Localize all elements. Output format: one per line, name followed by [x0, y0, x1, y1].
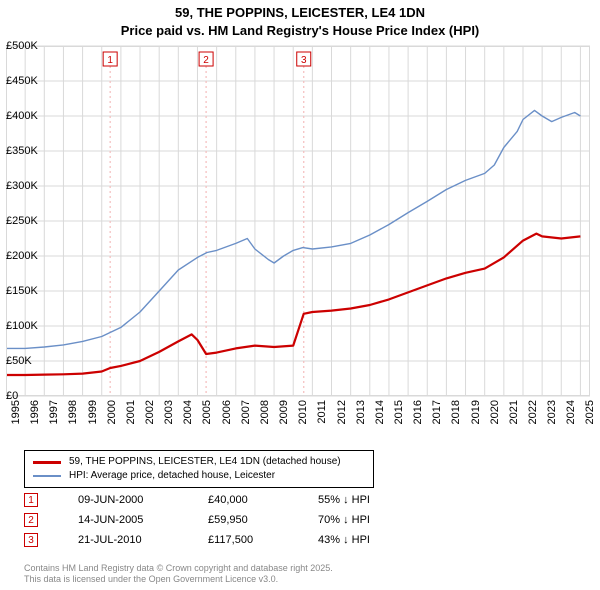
y-tick-label: £200K: [6, 250, 38, 262]
x-tick-label: 2004: [182, 400, 194, 424]
footer-line-1: Contains HM Land Registry data © Crown c…: [24, 563, 333, 575]
y-tick-label: £0: [6, 390, 18, 402]
event-pct: 55% ↓ HPI: [318, 494, 370, 506]
x-tick-label: 2023: [546, 400, 558, 424]
legend-label: 59, THE POPPINS, LEICESTER, LE4 1DN (det…: [69, 455, 341, 469]
x-tick-label: 2020: [489, 400, 501, 424]
events-table: 1 09-JUN-2000 £40,000 55% ↓ HPI 2 14-JUN…: [24, 490, 370, 550]
x-tick-label: 1998: [67, 400, 79, 424]
x-tick-label: 2015: [393, 400, 405, 424]
x-tick-label: 2014: [374, 400, 386, 424]
event-marker-icon: 1: [24, 493, 38, 507]
x-tick-label: 2003: [163, 400, 175, 424]
y-tick-label: £350K: [6, 145, 38, 157]
svg-text:3: 3: [301, 55, 307, 66]
x-tick-label: 2018: [450, 400, 462, 424]
legend: 59, THE POPPINS, LEICESTER, LE4 1DN (det…: [24, 450, 374, 488]
event-marker-icon: 3: [24, 533, 38, 547]
event-date: 21-JUL-2010: [78, 534, 208, 546]
x-tick-label: 2016: [412, 400, 424, 424]
x-tick-label: 2011: [316, 400, 328, 424]
legend-item: HPI: Average price, detached house, Leic…: [33, 469, 365, 483]
event-price: £59,950: [208, 514, 318, 526]
x-tick-label: 2006: [221, 400, 233, 424]
event-date: 14-JUN-2005: [78, 514, 208, 526]
y-tick-label: £400K: [6, 110, 38, 122]
x-tick-label: 2009: [278, 400, 290, 424]
x-axis-labels: 1995 1996 1997 1998 1999 2000 2001 2002 2003 2004…: [6, 400, 594, 444]
event-pct: 43% ↓ HPI: [318, 534, 370, 546]
y-tick-label: £100K: [6, 320, 38, 332]
y-tick-label: £500K: [6, 40, 38, 52]
x-tick-label: 1997: [48, 400, 60, 424]
legend-item: 59, THE POPPINS, LEICESTER, LE4 1DN (det…: [33, 455, 365, 469]
title-line-2: Price paid vs. HM Land Registry's House …: [0, 22, 600, 40]
event-pct: 70% ↓ HPI: [318, 514, 370, 526]
y-tick-label: £450K: [6, 75, 38, 87]
x-tick-label: 2005: [201, 400, 213, 424]
legend-label: HPI: Average price, detached house, Leic…: [69, 469, 275, 483]
event-row: 3 21-JUL-2010 £117,500 43% ↓ HPI: [24, 530, 370, 550]
x-tick-label: 2024: [565, 400, 577, 424]
x-tick-label: 1995: [10, 400, 22, 424]
x-tick-label: 2019: [470, 400, 482, 424]
y-tick-label: £150K: [6, 285, 38, 297]
y-tick-label: £300K: [6, 180, 38, 192]
svg-text:1: 1: [107, 55, 113, 66]
footer: Contains HM Land Registry data © Crown c…: [24, 563, 333, 586]
x-tick-label: 2000: [106, 400, 118, 424]
x-tick-label: 1999: [87, 400, 99, 424]
event-row: 1 09-JUN-2000 £40,000 55% ↓ HPI: [24, 490, 370, 510]
y-tick-label: £50K: [6, 355, 32, 367]
x-tick-label: 2008: [259, 400, 271, 424]
event-price: £40,000: [208, 494, 318, 506]
x-tick-label: 2022: [527, 400, 539, 424]
legend-swatch: [33, 475, 61, 477]
title-line-1: 59, THE POPPINS, LEICESTER, LE4 1DN: [0, 4, 600, 22]
x-tick-label: 2017: [431, 400, 443, 424]
chart-title: 59, THE POPPINS, LEICESTER, LE4 1DN Pric…: [0, 0, 600, 39]
event-marker-icon: 2: [24, 513, 38, 527]
svg-text:2: 2: [203, 55, 209, 66]
x-tick-label: 2012: [336, 400, 348, 424]
x-tick-label: 1996: [29, 400, 41, 424]
x-tick-label: 2007: [240, 400, 252, 424]
event-row: 2 14-JUN-2005 £59,950 70% ↓ HPI: [24, 510, 370, 530]
event-price: £117,500: [208, 534, 318, 546]
chart-svg: 1 2 3: [6, 44, 594, 398]
x-tick-label: 2025: [584, 400, 596, 424]
plot-area: 1 2 3: [6, 44, 594, 398]
x-tick-label: 2002: [144, 400, 156, 424]
figure: 59, THE POPPINS, LEICESTER, LE4 1DN Pric…: [0, 0, 600, 590]
legend-swatch: [33, 461, 61, 464]
x-tick-label: 2021: [508, 400, 520, 424]
footer-line-2: This data is licensed under the Open Gov…: [24, 574, 333, 586]
y-tick-label: £250K: [6, 215, 38, 227]
x-tick-label: 2001: [125, 400, 137, 424]
event-date: 09-JUN-2000: [78, 494, 208, 506]
x-tick-label: 2013: [355, 400, 367, 424]
x-tick-label: 2010: [297, 400, 309, 424]
